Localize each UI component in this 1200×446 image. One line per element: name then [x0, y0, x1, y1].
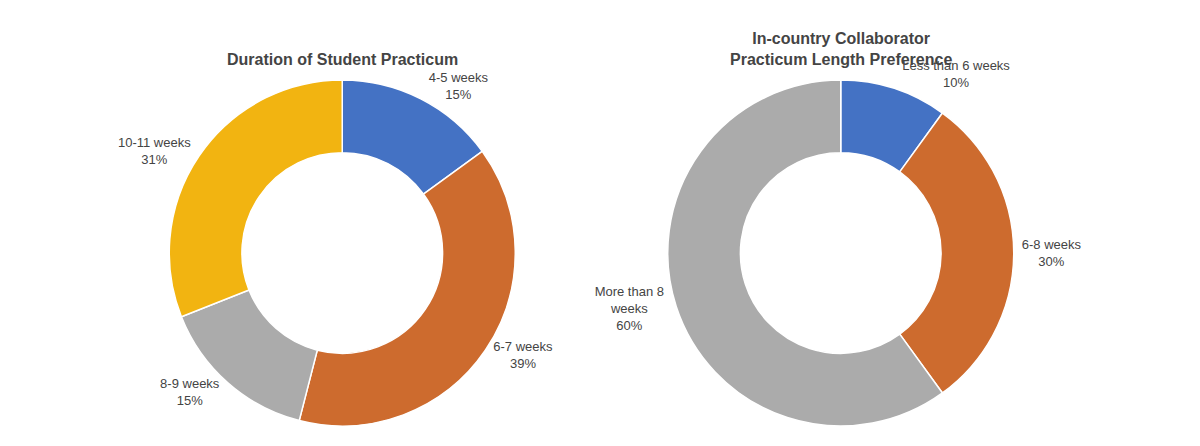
svg-text:6-7 weeks39%: 6-7 weeks39%: [493, 339, 553, 371]
svg-text:8-9 weeks15%: 8-9 weeks15%: [160, 376, 220, 408]
svg-text:Less than 6 weeks10%: Less than 6 weeks10%: [902, 58, 1010, 90]
svg-text:4-5 weeks15%: 4-5 weeks15%: [429, 70, 489, 102]
svg-text:Duration of Student Practicum: Duration of Student Practicum: [227, 51, 458, 68]
svg-text:10-11 weeks31%: 10-11 weeks31%: [118, 135, 191, 167]
svg-text:More than 8weeks60%: More than 8weeks60%: [595, 284, 664, 333]
svg-text:In-country CollaboratorPractic: In-country CollaboratorPracticum Length …: [730, 30, 952, 68]
svg-text:6-8 weeks30%: 6-8 weeks30%: [1022, 237, 1082, 269]
